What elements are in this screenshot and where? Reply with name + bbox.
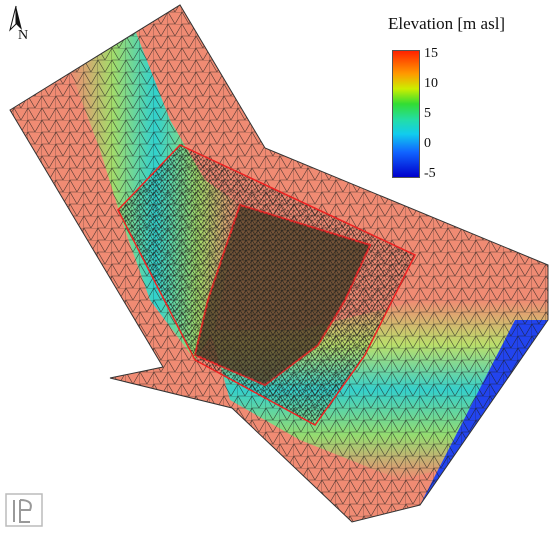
legend-tick-0: 0 [424, 136, 431, 151]
legend-tick-10: 10 [424, 76, 438, 91]
logo-icon [5, 493, 43, 527]
legend-tick-minus5: -5 [424, 166, 436, 181]
legend-title: Elevation [m asl] [388, 14, 506, 33]
legend-tick-15: 15 [424, 46, 438, 61]
north-label: N [18, 28, 29, 43]
color-bar [392, 50, 420, 178]
north-arrow-icon [9, 5, 22, 32]
legend-tick-5: 5 [424, 106, 431, 121]
domain-outline [9, 4, 549, 523]
